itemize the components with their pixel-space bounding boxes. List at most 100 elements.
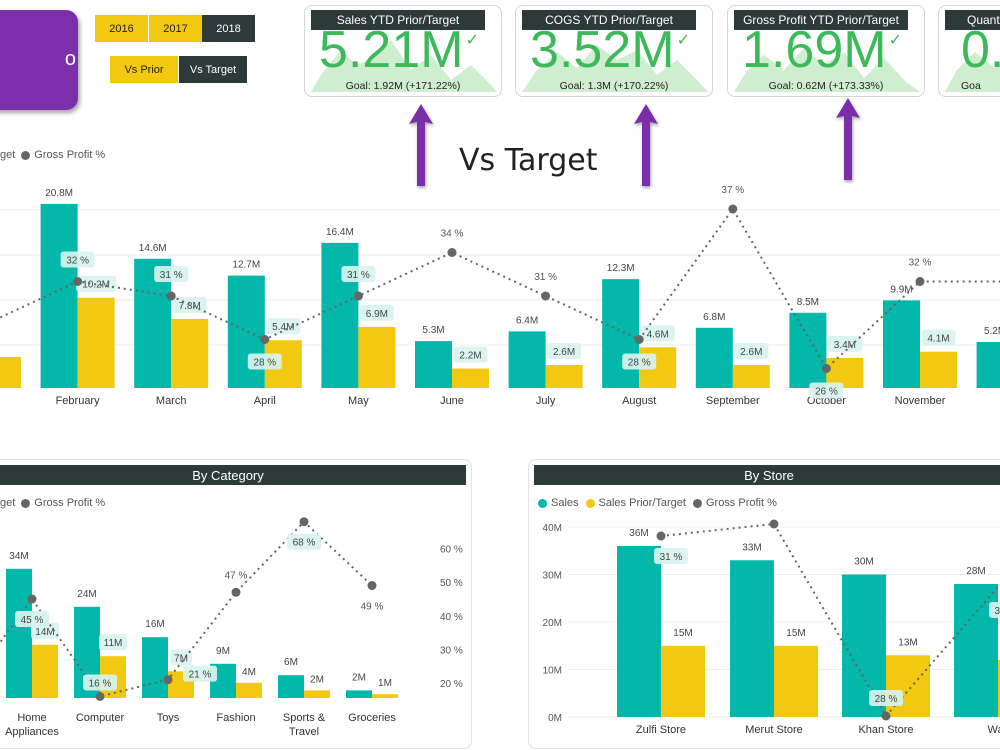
gp-label: 31 % (534, 272, 557, 283)
bar-sales-label: 2M (352, 672, 366, 683)
gp-label-bg (60, 251, 95, 268)
y2-tick-label: 40 % (440, 612, 463, 623)
bar-sales (142, 637, 168, 698)
gp-label-bg (83, 674, 117, 691)
gp-label-bg (183, 665, 217, 682)
category-combo-chart: 60 % 50 % 40 % 30 % 20 % 34M 14M Home Appliances… (0, 517, 463, 738)
gp-label: 16 % (89, 678, 112, 689)
gp-label-bg (287, 533, 321, 550)
gp-label: 28 % (253, 358, 276, 369)
bar-sales (346, 690, 372, 698)
gp-label: 34 % (441, 229, 464, 240)
kpi-title: COGS YTD Prior/Target (522, 10, 696, 30)
gp-label: 31 % (160, 270, 183, 281)
bar-target-label: 1M (378, 678, 392, 689)
x-tick-label: September (706, 395, 760, 407)
x-tick-label: Merut Store (745, 724, 802, 736)
x-tick-label: Zulfi Store (636, 724, 686, 736)
bar-sales (730, 560, 774, 717)
gp-point (915, 277, 925, 286)
bar-target-label: 2.2M (459, 351, 481, 362)
bar-target-label-bg (99, 634, 127, 651)
x-tick-label: November (895, 395, 946, 407)
gp-label-bg (809, 382, 844, 399)
gp-point (881, 711, 891, 721)
kpi-card-cogs: COGS YTD Prior/Target 3.52M ✓ Goal: 1.3M … (515, 5, 713, 97)
kpi-goal: Goal: 0.62M (+173.33%) (768, 80, 884, 92)
bar-sales-label: 20.8M (45, 188, 73, 199)
x-tick-label: Computer (76, 712, 125, 724)
gp-point (728, 204, 738, 214)
vs-prior-button[interactable]: Vs Prior (110, 56, 178, 83)
bar-target-label: 5.4M (272, 322, 294, 333)
bar-sales-label: 12.3M (607, 263, 635, 274)
kpi-goal: Goal: 1.92M (+171.22%) (345, 80, 461, 92)
bar-target (545, 364, 583, 388)
gp-point (447, 248, 457, 257)
legend-target-label: get (0, 149, 16, 161)
kpi-title: Quant (945, 10, 1000, 30)
gp-label: 68 % (293, 538, 316, 549)
y2-tick-label: 30 % (440, 645, 463, 656)
gp-label-bg (989, 602, 1000, 618)
bar-target (774, 645, 818, 717)
gp-point (353, 291, 363, 301)
bar-sales (415, 341, 452, 388)
x-tick-label: Appliances (5, 726, 59, 738)
x-tick-label: July (536, 395, 556, 407)
checkmark-icon: ✓ (676, 32, 690, 49)
bar-target-label: 2.6M (553, 347, 575, 358)
x-tick-label: Fashion (216, 712, 255, 724)
legend-gp-label: Gross Profit % (705, 497, 777, 509)
year-2017-button[interactable]: 2017 (149, 15, 202, 42)
kpi-title: Sales YTD Prior/Target (311, 10, 485, 30)
bar-sales-label: 28M (966, 566, 985, 577)
y-tick-label: 10M (543, 666, 562, 677)
year-2018-button[interactable]: 2018 (202, 15, 255, 42)
bar-target-label: 6.9M (366, 309, 388, 320)
bar-target (886, 655, 930, 717)
x-tick-label: April (254, 395, 276, 407)
kpi-card-quantity: Quant 0. Goa (938, 5, 1000, 97)
bar-sales-label: 6M (284, 657, 298, 668)
bar-target-label-bg (453, 346, 488, 363)
bar-target-label: 4.1M (927, 334, 949, 345)
x-tick-label: Travel (289, 726, 319, 738)
bar-sales-label: 6.8M (703, 312, 725, 323)
kpi-value: 3.52M ✓ (530, 21, 690, 79)
bar-sales (617, 546, 661, 717)
year-2016-button[interactable]: 2016 (95, 15, 148, 42)
bar-target-label: 15M (786, 628, 805, 639)
legend-target-label: Sales Prior/Target (598, 497, 686, 509)
y2-tick-label: 50 % (440, 578, 463, 589)
gp-point (27, 594, 37, 604)
bar-sales-label: 16M (145, 619, 164, 630)
y-tick-label: 20M (543, 618, 562, 629)
gp-label: 28 % (875, 694, 898, 705)
legend-dot-icon (21, 498, 31, 508)
bar-target (358, 326, 396, 388)
kpi-goal: Goal: 1.3M (+170.22%) (559, 80, 669, 92)
bar-sales-label: 36M (629, 528, 648, 539)
bar-target (732, 364, 770, 388)
bar-target-label: 7.8M (179, 301, 201, 312)
monthly-legend: get Gross Profit % (0, 149, 105, 161)
x-tick-label: Sports & (283, 712, 326, 724)
monthly-combo-chart: 6My20.8M10.2MFebruary14.6M7.8MMarch12.7M… (0, 185, 1000, 407)
x-tick-label: May (348, 395, 369, 407)
category-legend: get Gross Profit % (0, 497, 105, 509)
chart-title: Vs Target (459, 143, 598, 178)
bar-target-label-bg (734, 342, 769, 359)
bar-target (171, 318, 209, 388)
gp-point (541, 291, 551, 301)
logo-text: o (64, 48, 76, 70)
x-tick-label: Toys (157, 712, 180, 724)
vs-target-button[interactable]: Vs Target (179, 56, 247, 83)
gp-point (73, 277, 83, 286)
bar-target-label: 3.4M (834, 340, 856, 351)
bar-sales-label: 16.4M (326, 227, 354, 238)
bar-target-label-bg (170, 649, 192, 666)
bar-target (372, 694, 398, 698)
gp-point (166, 291, 176, 301)
gp-point (95, 691, 105, 701)
